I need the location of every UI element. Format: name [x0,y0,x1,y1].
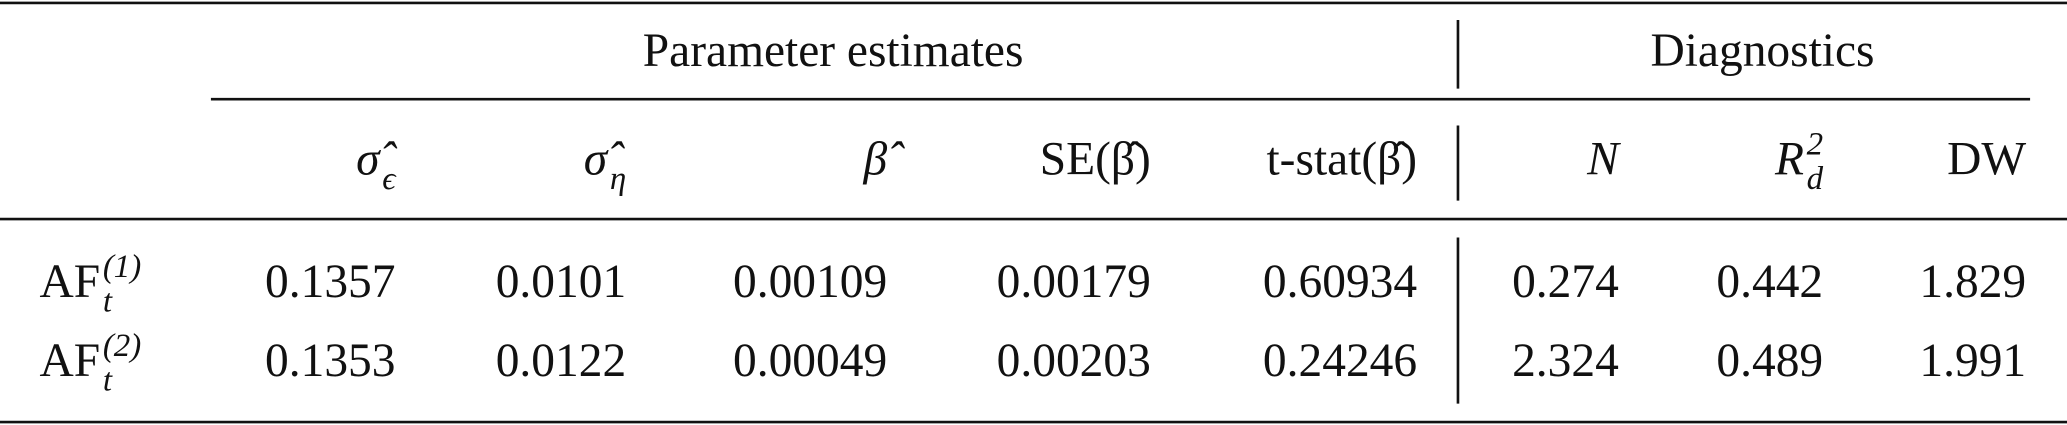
column-header: R [1774,133,1804,185]
cell: 0.24246 [1263,335,1417,387]
cell: 1.829 [1919,256,2026,308]
cell: 0.489 [1716,335,1823,387]
column-header-sub: η [610,161,626,197]
cell: 0.442 [1716,256,1823,308]
cell: 0.0122 [496,335,626,387]
group-heading: Parameter estimates [643,25,1024,77]
cell: 0.00049 [733,335,887,387]
row-label: AF [40,335,101,387]
row-label-sup: (2) [103,328,141,364]
cell: 0.00179 [997,256,1151,308]
row-label: AF [40,256,101,308]
column-header-sub: d [1807,161,1824,197]
row-label-sub: t [103,283,113,319]
column-header: DW [1947,133,2026,185]
cell: 2.324 [1512,335,1619,387]
cell: 0.1357 [265,256,395,308]
cell: 0.0101 [496,256,626,308]
cell: 0.00109 [733,256,887,308]
column-header: t-stat(β̂) [1267,133,1418,185]
cell: 0.00203 [997,335,1151,387]
cell: 0.274 [1512,256,1619,308]
cell: 0.60934 [1263,256,1417,308]
column-header-sup: 2 [1807,126,1823,162]
cell: 0.1353 [265,335,395,387]
row-label-sup: (1) [103,249,141,285]
column-header-sub: ϵ [382,161,397,197]
row-label-sub: t [103,362,113,398]
column-header: SE(β̂) [1040,133,1151,185]
group-heading: Diagnostics [1650,25,1874,77]
column-header: N [1586,133,1621,185]
cell: 1.991 [1919,335,2026,387]
column-header: β̂ [863,133,906,185]
